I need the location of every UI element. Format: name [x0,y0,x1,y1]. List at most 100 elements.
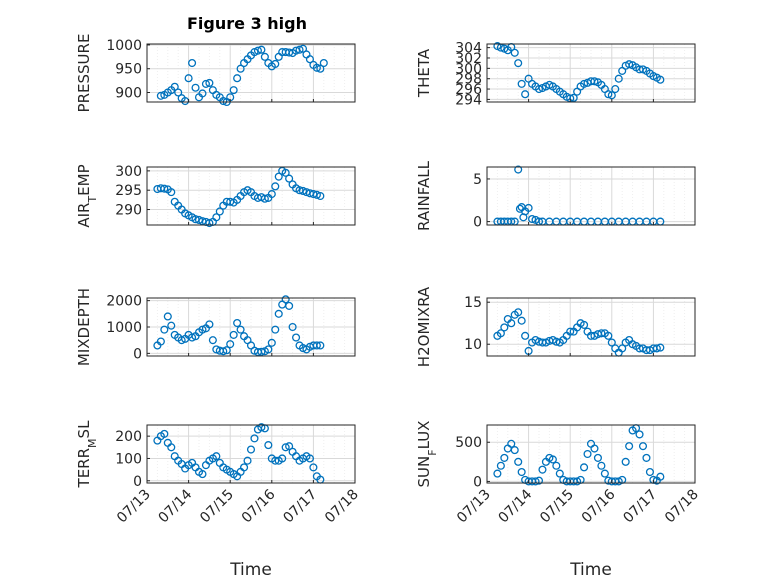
data-point [205,219,214,228]
y-tick-label: 15 [464,295,482,311]
data-point [590,444,599,453]
data-point [167,188,176,197]
y-tick-label: 100 [115,451,142,467]
data-point [656,343,665,352]
y-tick-label: 900 [115,85,142,101]
data-point [229,330,238,339]
data-point [524,203,533,212]
data-point [271,59,280,69]
x-axis-label: Time [569,560,612,580]
axes-box [486,424,696,484]
data-point [271,325,280,334]
axes-box [146,43,356,103]
data-point [198,470,207,479]
data-point [160,184,169,193]
y-axis-label: PRESSURE [75,34,93,113]
y-tick-label: 296 [455,82,482,98]
y-tick-label: 294 [455,92,482,108]
x-tick-label: 07/15 [197,487,237,527]
data-point [285,442,294,451]
data-point [500,323,509,332]
data-point [618,344,627,353]
data-point [257,347,266,356]
y-tick-label: 10 [464,337,482,353]
data-point [638,442,648,451]
data-point [580,463,589,472]
data-point [552,461,561,470]
data-point [590,77,599,86]
data-point [531,477,540,486]
data-point [316,64,325,73]
y-axis-label: AIRTEMP [75,164,99,227]
data-point [656,75,665,84]
data-point [548,455,557,464]
y-tick-label: 0 [473,474,482,490]
data-point [319,58,328,68]
data-point [316,341,325,350]
data-point [219,96,228,106]
data-point [292,333,301,342]
data-point [226,340,235,349]
data-point [160,429,169,438]
y-axis-label: THETA [415,48,433,98]
y-tick-label: 0 [133,474,142,490]
data-point [246,445,256,454]
x-tick-label: 07/18 [322,487,362,527]
data-point [267,338,276,347]
data-point [510,446,519,455]
x-tick-label: 07/16 [239,486,279,526]
data-point [205,78,214,88]
x-tick-label: 07/17 [620,487,660,527]
y-tick-label: 0 [473,215,482,231]
x-tick-label: 07/14 [496,486,536,526]
data-point [580,320,589,329]
plot-area [487,167,695,225]
data-point [229,86,238,95]
y-axis-label: H2OMIXRA [415,286,433,367]
data-point [188,58,197,68]
data-point [264,441,273,450]
data-point [507,319,516,328]
data-point [288,322,297,332]
data-point [236,64,245,73]
x-tick-label: 07/13 [114,487,154,527]
axes-box [486,166,696,226]
data-point [309,463,318,472]
data-point [271,182,280,191]
data-point [583,449,592,459]
data-point [253,46,262,55]
y-tick-label: 500 [455,435,482,451]
y-tick-label: 298 [455,72,482,88]
y-axis-label: TERRMSL [75,420,99,489]
y-axis-label: RAINFALL [415,160,433,231]
data-point [607,338,616,347]
data-point [240,463,249,472]
data-point [514,457,523,466]
data-point [600,469,609,478]
data-point [170,82,179,91]
data-point [580,79,589,88]
data-point [167,443,176,452]
data-point [250,434,259,443]
data-point [298,186,308,196]
data-point [271,456,280,465]
data-point [201,79,210,88]
data-point [514,165,523,174]
data-point [569,93,578,102]
x-axis-label: Time [229,560,272,580]
data-point [625,442,634,451]
data-point [191,83,200,92]
data-point [156,337,165,346]
data-point [156,91,165,100]
data-point [312,63,321,72]
data-point [260,52,269,61]
y-tick-label: 950 [115,62,142,78]
axes-box [486,297,696,357]
data-point [163,312,172,321]
data-point [257,45,266,54]
axes-box [146,424,356,484]
data-point [597,329,606,338]
data-point [645,467,654,477]
y-tick-label: 0 [133,346,142,362]
x-tick-label: 07/17 [280,487,320,527]
